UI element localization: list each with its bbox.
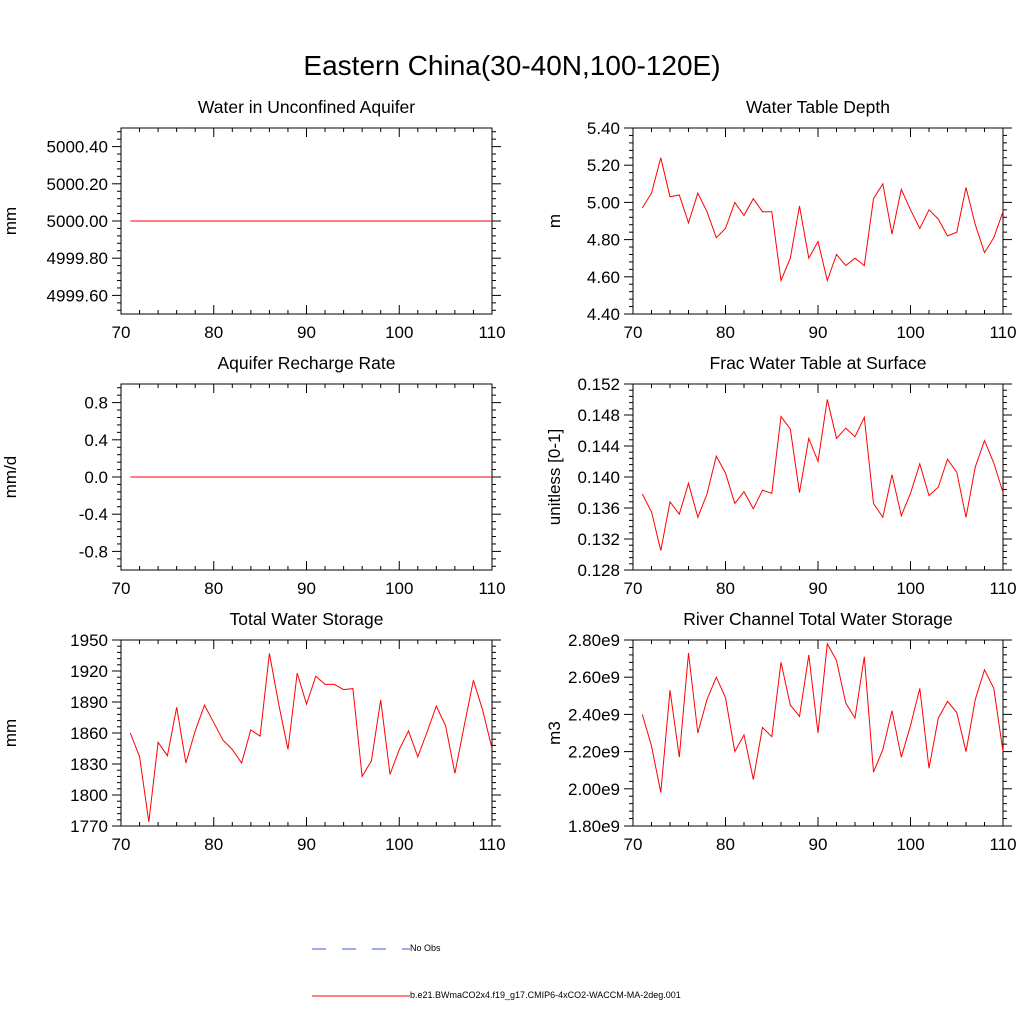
y-tick-label: 0.152: [577, 375, 620, 394]
plot-frame: [632, 383, 1004, 571]
y-tick-label: -0.4: [79, 505, 108, 524]
x-tick-label: 80: [716, 579, 735, 598]
y-tick-label: 5000.20: [47, 175, 108, 194]
y-axis-label: unitless [0-1]: [545, 429, 564, 525]
x-tick-label: 90: [297, 323, 316, 342]
x-tick-label: 70: [112, 323, 131, 342]
y-tick-label: 5.00: [587, 193, 620, 212]
series-line-1: [641, 157, 1004, 283]
series-line-1: [641, 642, 1004, 793]
y-tick-label: 0.8: [84, 394, 108, 413]
x-tick-label: 70: [112, 579, 131, 598]
x-tick-label: 80: [204, 579, 223, 598]
legend-label-model-run: b.e21.BWmaCO2x4.f19_g17.CMIP6-4xCO2-WACC…: [410, 990, 681, 1000]
y-tick-label: 2.60e9: [568, 668, 620, 687]
y-axis-label: m3: [545, 721, 564, 745]
x-tick-label: 90: [809, 323, 828, 342]
y-tick-label: 0.132: [577, 530, 620, 549]
plot-frame: [120, 639, 493, 827]
x-tick-label: 100: [385, 835, 413, 854]
y-tick-label: 0.136: [577, 499, 620, 518]
series-line-1: [129, 653, 493, 822]
chart-panel-2: 70 80 90 100 110 4.40 4.60 4.80 5.00 5.20 5.40 Wate…: [545, 97, 1017, 342]
chart-panel-6: 70 80 90 100 110 1.80e9 2.00e9 2.20e9 2.40e9 2.60…: [545, 609, 1017, 854]
x-tick-label: 80: [716, 835, 735, 854]
x-tick-label: 90: [809, 835, 828, 854]
y-tick-label: 2.20e9: [568, 743, 620, 762]
chart-title: Total Water Storage: [229, 609, 383, 629]
x-tick-label: 90: [809, 579, 828, 598]
chart-title: Frac Water Table at Surface: [710, 353, 927, 373]
y-tick-label: 2.80e9: [568, 631, 620, 650]
y-tick-label: 1860: [70, 724, 108, 743]
y-tick-label: 4999.60: [47, 286, 108, 305]
legend-label-no-obs: No Obs: [410, 943, 441, 953]
chart-panel-4: 70 80 90 100 110 0.128 0.132 0.136 0.140 0.144 0.1…: [545, 353, 1017, 598]
x-tick-label: 90: [297, 835, 316, 854]
x-tick-label: 110: [989, 579, 1016, 598]
x-tick-label: 100: [385, 579, 413, 598]
chart-title: River Channel Total Water Storage: [683, 609, 952, 629]
chart-panel-1: 70 80 90 100 110 4999.60 4999.80 5000.00 5000.20…: [1, 97, 506, 342]
y-tick-label: 4.40: [587, 305, 620, 324]
y-tick-label: 0.128: [577, 561, 620, 580]
series-line-1: [641, 399, 1004, 551]
y-tick-label: 0.144: [577, 437, 620, 456]
y-tick-label: 1920: [70, 662, 108, 681]
y-tick-label: 5000.00: [47, 212, 108, 231]
y-tick-label: 1.80e9: [568, 817, 620, 836]
x-tick-label: 100: [385, 323, 413, 342]
chart-panel-3: 70 80 90 100 110 -0.8 -0.4 0.0 0.4 0.8 Aquifer Rec…: [1, 353, 506, 598]
y-tick-label: 0.148: [577, 406, 620, 425]
x-tick-label: 90: [297, 579, 316, 598]
y-tick-label: 4.60: [587, 268, 620, 287]
y-axis-label: mm/d: [1, 456, 20, 499]
chart-title: Aquifer Recharge Rate: [217, 353, 395, 373]
y-tick-label: 1890: [70, 693, 108, 712]
y-tick-label: -0.8: [79, 542, 108, 561]
x-tick-label: 110: [989, 323, 1016, 342]
y-tick-label: 1830: [70, 755, 108, 774]
chart-title: Water Table Depth: [746, 97, 890, 117]
y-tick-label: 5.20: [587, 156, 620, 175]
x-tick-label: 70: [624, 323, 643, 342]
y-tick-label: 1770: [70, 817, 108, 836]
y-axis-label: mm: [1, 207, 20, 235]
x-tick-label: 110: [989, 835, 1016, 854]
y-tick-label: 0.0: [84, 468, 108, 487]
chart-title: Water in Unconfined Aquifer: [198, 97, 415, 117]
x-tick-label: 100: [896, 835, 924, 854]
y-tick-label: 1950: [70, 631, 108, 650]
x-tick-label: 100: [896, 323, 924, 342]
x-tick-label: 110: [478, 835, 505, 854]
plot-frame: [632, 127, 1004, 315]
y-axis-label: m: [545, 214, 564, 228]
x-tick-label: 70: [624, 579, 643, 598]
y-axis-label: mm: [1, 719, 20, 747]
y-tick-label: 5.40: [587, 119, 620, 138]
y-tick-label: 4999.80: [47, 249, 108, 268]
x-tick-label: 80: [204, 323, 223, 342]
x-tick-label: 70: [624, 835, 643, 854]
figure-title: Eastern China(30-40N,100-120E): [303, 50, 721, 81]
y-tick-label: 2.40e9: [568, 705, 620, 724]
y-tick-label: 1800: [70, 786, 108, 805]
x-tick-label: 110: [478, 579, 505, 598]
x-tick-label: 110: [478, 323, 505, 342]
x-tick-label: 80: [716, 323, 735, 342]
x-tick-label: 80: [204, 835, 223, 854]
y-tick-label: 0.140: [577, 468, 620, 487]
y-tick-label: 5000.40: [47, 138, 108, 157]
chart-panel-5: 70 80 90 100 110 1770 1800 1830 1860 1890 1920 1950…: [1, 609, 506, 854]
x-tick-label: 100: [896, 579, 924, 598]
x-tick-label: 70: [112, 835, 131, 854]
y-tick-label: 0.4: [84, 431, 108, 450]
y-tick-label: 2.00e9: [568, 780, 620, 799]
y-tick-label: 4.80: [587, 231, 620, 250]
